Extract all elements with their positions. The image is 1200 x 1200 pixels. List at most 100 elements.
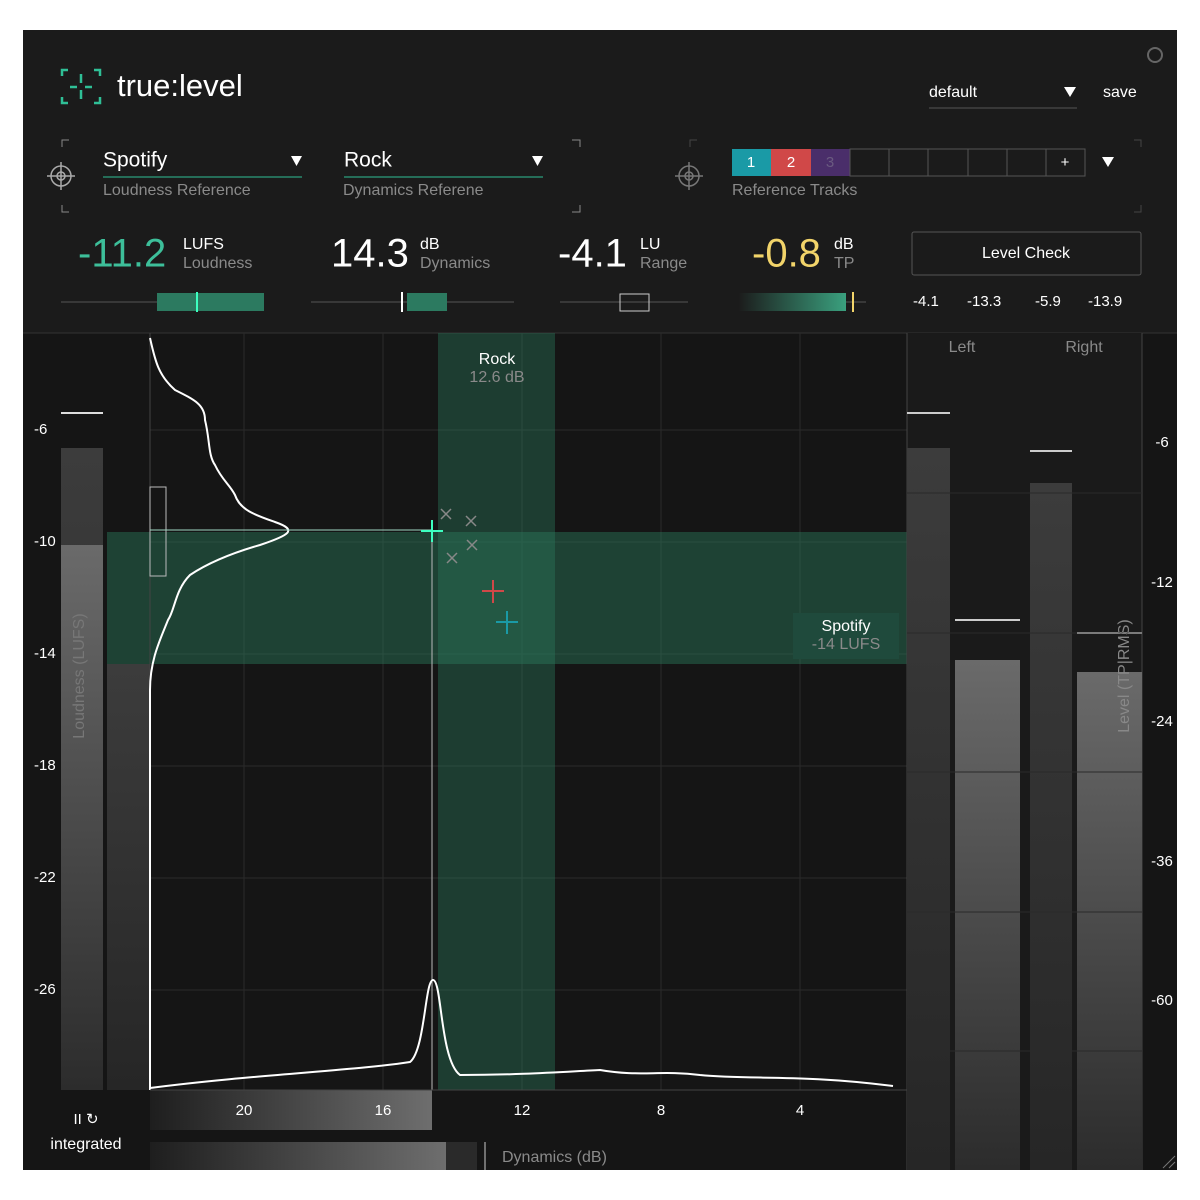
x-tick-label: 16 — [375, 1102, 392, 1119]
axis-label: Loudness (LUFS) — [71, 613, 88, 738]
meter-label: TP — [834, 255, 854, 272]
y-tick-label: -6 — [34, 421, 47, 438]
meter-value: -0.8 — [752, 232, 821, 276]
x-tick-label: 8 — [657, 1102, 665, 1119]
axis-label: Level (TP|RMS) — [1116, 619, 1133, 733]
shape — [739, 293, 846, 311]
level-value: -13.3 — [967, 293, 1001, 310]
shape — [482, 580, 504, 603]
y-tick-label: -14 — [34, 645, 56, 662]
add-slot[interactable]: + — [1061, 154, 1070, 171]
meter-unit: dB — [420, 236, 440, 253]
level-bar — [1077, 672, 1142, 1170]
pause-reset-icons[interactable]: II ↻ — [73, 1111, 98, 1128]
label: Dynamics Referene — [343, 182, 484, 199]
band-label: Rock — [479, 351, 516, 368]
shape — [440, 508, 478, 564]
meter-value: 14.3 — [331, 232, 409, 276]
level-value: -5.9 — [1035, 293, 1061, 310]
dynamics-bar — [150, 1090, 432, 1130]
dynamics-reference[interactable]: Rock — [344, 149, 392, 172]
dynamics-distribution — [149, 978, 894, 1089]
level-value: -4.1 — [913, 293, 939, 310]
grid — [150, 333, 907, 1090]
preset-name[interactable]: default — [929, 84, 978, 101]
shape — [496, 611, 518, 634]
meter-label: Range — [640, 255, 687, 272]
slot-label[interactable]: 2 — [787, 154, 795, 171]
mini-sliders — [61, 292, 866, 312]
meter-unit: LUFS — [183, 236, 224, 253]
settings-icon[interactable] — [1147, 47, 1163, 63]
dropdown-arrow[interactable] — [291, 156, 302, 166]
slot-label[interactable]: 1 — [747, 154, 755, 171]
track-slot[interactable] — [811, 149, 850, 176]
loudness-bar — [61, 545, 103, 1090]
level-value: -13.9 — [1088, 293, 1122, 310]
axis-label: Dynamics (dB) — [502, 1149, 607, 1166]
shape — [157, 293, 264, 311]
mode-label[interactable]: integrated — [50, 1136, 121, 1153]
level-check-button[interactable] — [911, 231, 1142, 276]
level-bar — [907, 448, 950, 1170]
loudness-bar — [107, 664, 150, 1090]
bracket — [689, 139, 1142, 213]
meter-value: -4.1 — [558, 232, 627, 276]
y-tick-label: -26 — [34, 981, 56, 998]
y-tick-label: -12 — [1151, 574, 1173, 591]
x-tick-label: 4 — [796, 1102, 804, 1119]
shape — [407, 293, 447, 311]
channel-label: Left — [949, 339, 976, 356]
track-slot[interactable] — [771, 149, 811, 176]
track-markers — [421, 508, 518, 634]
x-tick-label: 12 — [514, 1102, 531, 1119]
x-tick-label: 20 — [236, 1102, 253, 1119]
target-icon[interactable] — [47, 162, 75, 190]
logo-text: true:level — [117, 68, 243, 103]
shape — [421, 520, 443, 542]
shape — [675, 162, 703, 190]
y-tick-label: -6 — [1155, 434, 1168, 451]
meter-value: -11.2 — [78, 232, 166, 276]
meter-unit: LU — [640, 236, 660, 253]
meter-label: Loudness — [183, 255, 252, 272]
y-tick-label: -18 — [34, 757, 56, 774]
level-bar — [1030, 483, 1072, 1170]
meter-label: Dynamics — [420, 255, 490, 272]
track-slot[interactable] — [732, 149, 771, 176]
shape — [60, 68, 102, 105]
loudness-reference[interactable]: Spotify — [103, 149, 168, 172]
target-icon[interactable] — [675, 162, 703, 190]
band-value: -14 LUFS — [812, 636, 880, 653]
meter-unit: dB — [834, 236, 854, 253]
dropdown-arrow[interactable] — [1102, 157, 1114, 167]
slot-label[interactable]: 3 — [826, 154, 834, 171]
y-tick-label: -36 — [1151, 853, 1173, 870]
loudness-distribution — [149, 337, 290, 1090]
y-tick-label: -22 — [34, 869, 56, 886]
bracket — [61, 139, 581, 213]
channel-label: Right — [1065, 339, 1103, 356]
empty-slots[interactable] — [849, 148, 1086, 177]
y-tick-label: -24 — [1151, 713, 1173, 730]
level-bar — [955, 660, 1020, 1170]
y-tick-label: -10 — [34, 533, 56, 550]
save-button[interactable]: save — [1103, 84, 1137, 101]
band-label: Spotify — [822, 618, 871, 635]
dropdown-arrow[interactable] — [532, 156, 543, 166]
band-value: 12.6 dB — [469, 369, 524, 386]
shape — [619, 293, 650, 312]
label: Loudness Reference — [103, 182, 251, 199]
button-label[interactable]: Level Check — [982, 245, 1071, 262]
logo-icon — [60, 68, 102, 105]
dynamics-bar — [150, 1142, 446, 1170]
dropdown-arrow[interactable] — [1064, 87, 1076, 97]
resize-handle[interactable] — [1162, 1155, 1176, 1169]
shape — [47, 162, 75, 190]
dynamics-target-band — [438, 333, 555, 1090]
y-tick-label: -60 — [1151, 992, 1173, 1009]
label: Reference Tracks — [732, 182, 857, 199]
range-box — [149, 486, 167, 577]
loudness-target-band — [107, 532, 907, 664]
